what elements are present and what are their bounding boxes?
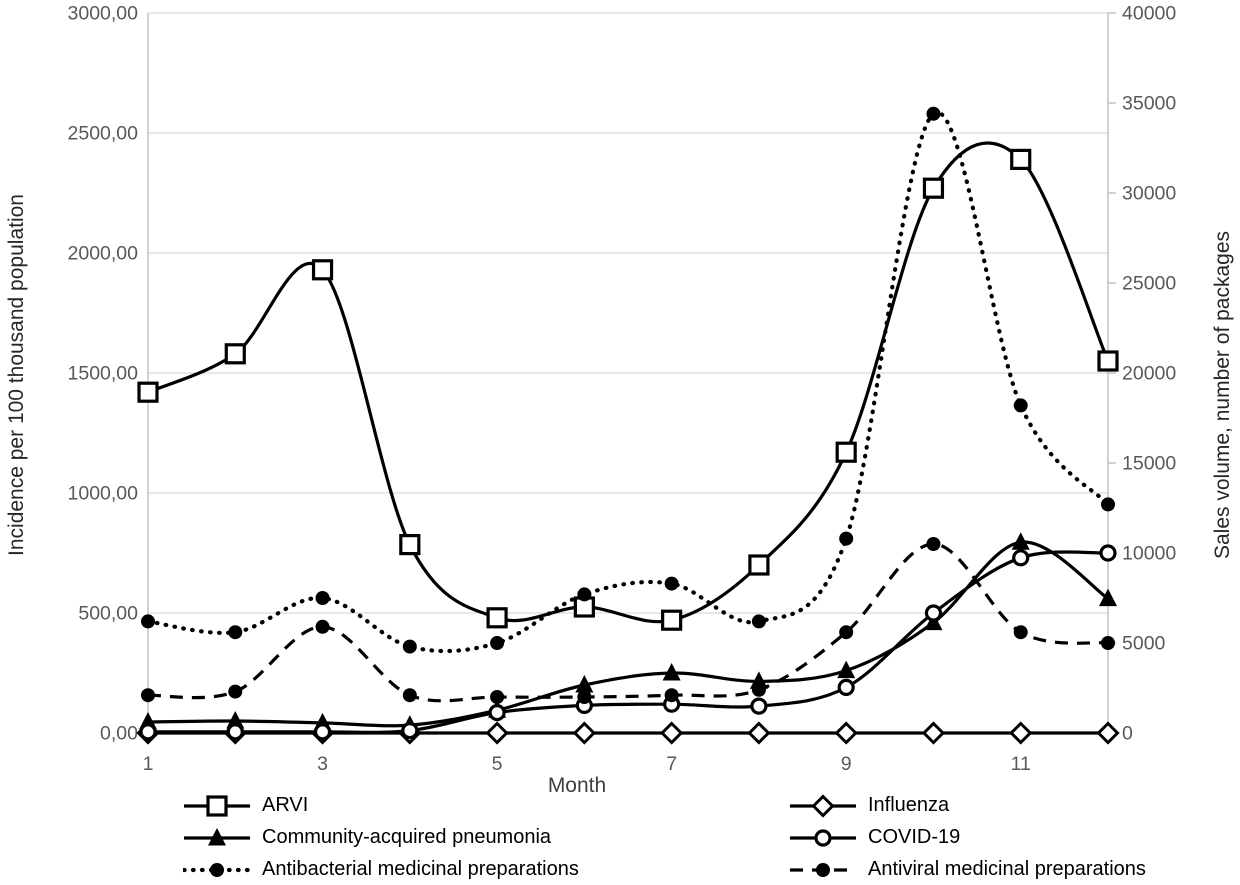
legend: ARVI Influenza Community-acquired pneumoni… [183, 791, 1233, 884]
legend-item: ARVI [183, 791, 789, 820]
legend-item: Influenza [789, 791, 1233, 820]
y-left-tick-label: 0,00 [100, 723, 138, 745]
y-right-tick-label: 25000 [1122, 273, 1176, 295]
series-markers-2 [139, 532, 1117, 733]
y-left-tick-label: 2500,00 [68, 123, 139, 145]
series-line-0 [147, 141, 1110, 624]
plot-area: 3000,002500,002000,001500,001000,00500,0… [68, 3, 1177, 776]
legend-label: Antibacterial medicinal preparations [262, 858, 579, 880]
x-tick-label: 11 [1011, 753, 1031, 775]
y-left-tick-label: 1000,00 [68, 483, 139, 505]
legend-key-icon [183, 862, 251, 877]
y-left-tick-label: 3000,00 [68, 3, 139, 25]
x-tick-label: 5 [492, 753, 503, 775]
y-right-tick-label: 15000 [1122, 453, 1176, 475]
y-right-tick-label: 20000 [1122, 363, 1176, 385]
series-line-2 [147, 540, 1109, 728]
legend-key-icon [790, 862, 856, 877]
x-tick-label: 3 [317, 753, 328, 775]
x-tick-label: 9 [841, 753, 852, 775]
series-markers-0 [137, 148, 1119, 631]
y-left-tick-label: 2000,00 [68, 243, 139, 265]
legend-label: COVID-19 [868, 826, 961, 848]
y-right-tick-label: 30000 [1122, 183, 1176, 205]
left-axis-title: Incidence per 100 thousand population [5, 194, 28, 556]
legend-key-icon [790, 828, 856, 847]
series-markers-3 [139, 544, 1117, 741]
right-axis-title: Sales volume, number of packages [1211, 230, 1234, 560]
y-right-tick-label: 35000 [1122, 93, 1176, 115]
legend-label: Antiviral medicinal preparations [868, 858, 1146, 880]
legend-item: Antiviral medicinal preparations [789, 855, 1233, 884]
legend-label: Influenza [868, 794, 950, 816]
y-right-tick-label: 40000 [1122, 3, 1176, 25]
x-axis-title: Month [547, 774, 607, 797]
y-left-tick-label: 1500,00 [68, 363, 139, 385]
series-markers-5 [141, 537, 1115, 704]
x-tick-label: 7 [666, 753, 677, 775]
legend-label: ARVI [262, 794, 309, 816]
legend-key-icon [184, 827, 250, 845]
legend-key-icon [790, 793, 856, 818]
y-left-tick-label: 500,00 [78, 603, 138, 625]
legend-key-icon [184, 794, 250, 817]
y-right-tick-label: 5000 [1122, 633, 1166, 655]
y-right-tick-label: 0 [1122, 723, 1133, 745]
series-line-4 [145, 110, 1111, 654]
legend-item: Antibacterial medicinal preparations [183, 855, 789, 884]
legend-item: COVID-19 [789, 823, 1233, 852]
series-line-5 [147, 542, 1109, 703]
x-tick-label: 1 [143, 753, 154, 775]
series-markers-4 [141, 106, 1115, 654]
y-right-tick-label: 10000 [1122, 543, 1176, 565]
legend-label: Community-acquired pneumonia [262, 826, 552, 848]
legend-item: Community-acquired pneumonia [183, 823, 789, 852]
